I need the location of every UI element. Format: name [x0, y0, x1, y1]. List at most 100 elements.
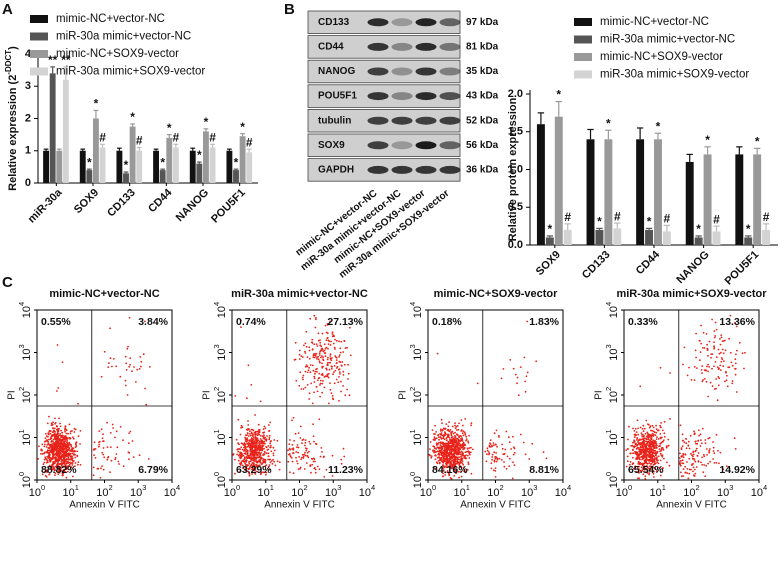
y-tick-label: 101 — [212, 429, 227, 445]
event-dot — [455, 444, 458, 446]
event-dot — [455, 462, 458, 465]
event-dot — [646, 431, 649, 434]
event-dot — [644, 432, 647, 435]
event-dot — [254, 437, 257, 440]
event-dot — [320, 345, 323, 348]
event-dot — [650, 445, 653, 448]
event-dot — [690, 464, 693, 466]
event-dot — [430, 456, 433, 459]
event-dot — [457, 428, 460, 431]
event-dot — [300, 355, 303, 357]
event-dot — [716, 366, 719, 368]
event-dot — [301, 456, 303, 459]
event-dot — [301, 356, 304, 358]
event-dot — [741, 352, 744, 355]
event-dot — [335, 339, 338, 342]
y-axis-label-end: ) — [7, 46, 19, 50]
event-dot — [455, 448, 458, 451]
event-dot — [53, 433, 56, 436]
event-dot — [449, 451, 452, 454]
event-dot — [76, 450, 79, 453]
event-dot — [315, 317, 317, 319]
y-axis-label: PI — [594, 390, 605, 399]
event-dot — [713, 341, 715, 343]
event-dot — [301, 376, 304, 379]
event-dot — [439, 442, 442, 444]
x-tick-exp: 1 — [270, 483, 274, 492]
event-dot — [502, 453, 505, 456]
event-dot — [291, 419, 293, 422]
blot-band — [391, 18, 413, 27]
event-dot — [347, 372, 350, 375]
event-dot — [327, 347, 329, 350]
event-dot — [542, 451, 545, 454]
event-dot — [448, 459, 451, 462]
event-dot — [646, 466, 649, 469]
event-dot — [116, 446, 119, 449]
event-dot — [508, 465, 511, 467]
event-dot — [638, 465, 640, 468]
event-dot — [126, 394, 129, 396]
event-dot — [235, 438, 238, 441]
event-dot — [43, 445, 46, 448]
event-dot — [655, 424, 657, 427]
event-dot — [632, 452, 634, 455]
event-dot — [139, 356, 142, 358]
event-dot — [53, 427, 56, 430]
blot-band — [391, 165, 413, 174]
event-dot — [656, 436, 658, 438]
event-dot — [446, 429, 449, 432]
event-dot — [667, 438, 670, 441]
y-axis-label: Relative expression (2-DDCT) — [4, 46, 19, 191]
bar — [753, 154, 762, 245]
event-dot — [692, 470, 694, 473]
x-tick-exp: 3 — [337, 483, 341, 492]
event-dot — [442, 475, 445, 478]
event-dot — [324, 355, 327, 358]
event-dot — [649, 468, 652, 470]
event-dot — [299, 437, 302, 439]
y-tick-label: 102 — [408, 387, 423, 403]
event-dot — [639, 438, 641, 441]
event-dot — [700, 324, 702, 327]
event-dot — [314, 460, 316, 463]
event-dot — [661, 455, 664, 458]
legend-label: mimic-NC+vector-NC — [600, 16, 709, 28]
bar — [56, 150, 63, 183]
event-dot — [54, 472, 57, 474]
event-dot — [655, 470, 658, 472]
x-tick-base: 10 — [130, 487, 142, 499]
event-dot — [641, 428, 644, 430]
event-dot — [313, 377, 316, 380]
event-dot — [236, 453, 239, 456]
event-dot — [59, 422, 61, 425]
event-dot — [259, 458, 262, 460]
event-dot — [450, 440, 453, 442]
event-dot — [720, 336, 723, 339]
event-dot — [295, 460, 298, 462]
event-dot — [502, 368, 505, 370]
event-dot — [655, 428, 658, 431]
event-dot — [634, 428, 637, 430]
event-dot — [274, 464, 277, 467]
event-dot — [735, 353, 737, 356]
event-dot — [707, 462, 709, 465]
event-dot — [700, 369, 703, 371]
event-dot — [455, 425, 458, 428]
event-dot — [247, 420, 249, 422]
event-dot — [272, 452, 275, 455]
event-dot — [242, 467, 245, 470]
event-dot — [338, 354, 341, 356]
event-dot — [244, 469, 247, 472]
event-dot — [433, 451, 435, 454]
event-dot — [682, 456, 685, 459]
event-dot — [313, 314, 316, 317]
event-dot — [252, 463, 255, 466]
event-dot — [336, 365, 339, 368]
event-dot — [343, 339, 346, 342]
x-tick-label: 103 — [717, 483, 733, 498]
event-dot — [435, 447, 437, 450]
event-dot — [256, 430, 258, 433]
event-dot — [526, 371, 529, 374]
bar — [159, 170, 166, 183]
